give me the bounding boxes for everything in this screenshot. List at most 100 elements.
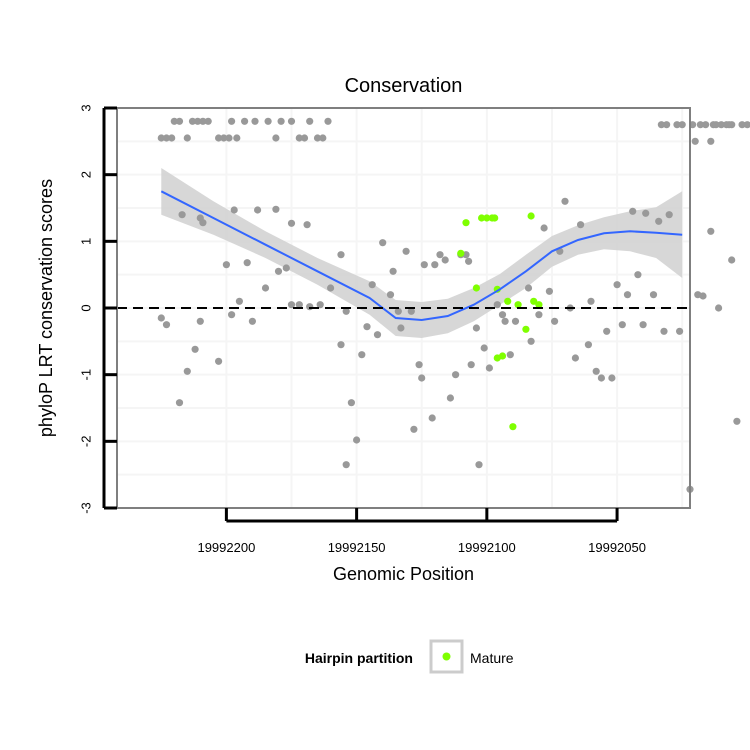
y-tick-label: -2 (78, 436, 93, 448)
data-point (511, 317, 520, 325)
data-point (306, 117, 314, 125)
data-point (702, 121, 710, 129)
x-tick-label: 19992200 (197, 540, 255, 555)
data-point (204, 117, 212, 125)
data-point (501, 317, 509, 325)
data-point-mature (535, 301, 543, 309)
data-point-mature (478, 214, 486, 222)
data-point (230, 206, 238, 214)
data-point-mature (522, 325, 530, 333)
data-point (220, 134, 228, 142)
data-point (162, 134, 171, 142)
data-point (397, 324, 405, 332)
data-point (199, 117, 207, 125)
data-point (506, 351, 514, 359)
data-point (222, 261, 230, 269)
data-point (696, 121, 705, 129)
data-point (170, 117, 178, 125)
data-point (524, 284, 533, 292)
data-point (287, 301, 296, 309)
data-point (452, 371, 460, 379)
data-point (319, 134, 327, 142)
data-point (699, 292, 707, 300)
data-point (386, 291, 395, 299)
data-point (303, 221, 311, 229)
data-point-mature (514, 301, 522, 309)
data-point (175, 399, 184, 407)
confidence-band-group (161, 168, 683, 338)
chart-title: Conservation (345, 75, 463, 97)
data-point (157, 314, 165, 322)
data-point (215, 357, 223, 365)
data-point (415, 361, 423, 369)
data-point (678, 121, 686, 129)
data-point (485, 364, 493, 372)
legend: Hairpin partition Mature (305, 639, 514, 674)
data-point (313, 134, 322, 142)
data-point (629, 207, 637, 215)
data-point-mature (483, 214, 491, 222)
y-tick-label: -1 (78, 369, 93, 381)
y-axis: -3 -2 -1 0 1 2 3 (78, 104, 117, 514)
data-point (368, 281, 376, 289)
data-point (665, 211, 673, 219)
data-point (707, 137, 715, 145)
data-point (402, 247, 410, 255)
data-point (728, 256, 736, 264)
data-point (545, 287, 554, 295)
data-point (428, 414, 436, 422)
data-point (663, 121, 671, 129)
data-point (535, 311, 543, 319)
data-point (608, 374, 616, 382)
data-point (707, 227, 715, 235)
x-tick-label: 19992150 (328, 540, 386, 555)
data-point (175, 117, 184, 125)
data-point-mature (457, 249, 465, 257)
data-point (676, 327, 684, 335)
y-tick-label: 2 (78, 171, 93, 178)
data-point (657, 121, 666, 129)
data-point (199, 219, 207, 227)
data-point (728, 121, 736, 129)
data-point (418, 374, 426, 382)
data-point (233, 134, 241, 142)
data-point (337, 341, 345, 349)
data-point (287, 117, 296, 125)
data-point (407, 307, 415, 315)
y-tick-label: 0 (78, 304, 93, 311)
data-point (379, 239, 387, 247)
confidence-band (161, 168, 683, 338)
data-point (157, 134, 165, 142)
data-point (248, 317, 256, 325)
data-point (618, 321, 626, 329)
data-point (282, 264, 290, 272)
x-axis: 19992200 19992150 19992100 19992050 (197, 508, 646, 555)
data-point (342, 307, 350, 315)
data-point (577, 221, 585, 229)
data-point (264, 117, 272, 125)
data-point (410, 425, 418, 433)
legend-label-mature: Mature (470, 650, 514, 666)
data-point (272, 134, 280, 142)
data-point (337, 251, 345, 259)
data-point (717, 121, 725, 129)
smooth-line-group (160, 190, 683, 322)
data-point (358, 351, 366, 359)
data-point (472, 324, 480, 332)
data-point-mature (462, 219, 470, 227)
data-point (347, 399, 355, 407)
x-tick-label: 19992050 (588, 540, 646, 555)
data-point-mature (491, 214, 499, 222)
y-tick-label: 1 (78, 238, 93, 245)
data-point (295, 134, 303, 142)
data-point (498, 311, 507, 319)
data-point (215, 134, 223, 142)
data-point (446, 394, 454, 402)
data-point (493, 301, 501, 309)
legend-key-mature (442, 652, 451, 661)
data-point-mature (530, 297, 538, 305)
data-point (272, 205, 280, 213)
data-point (162, 321, 171, 329)
data-point (551, 317, 559, 325)
